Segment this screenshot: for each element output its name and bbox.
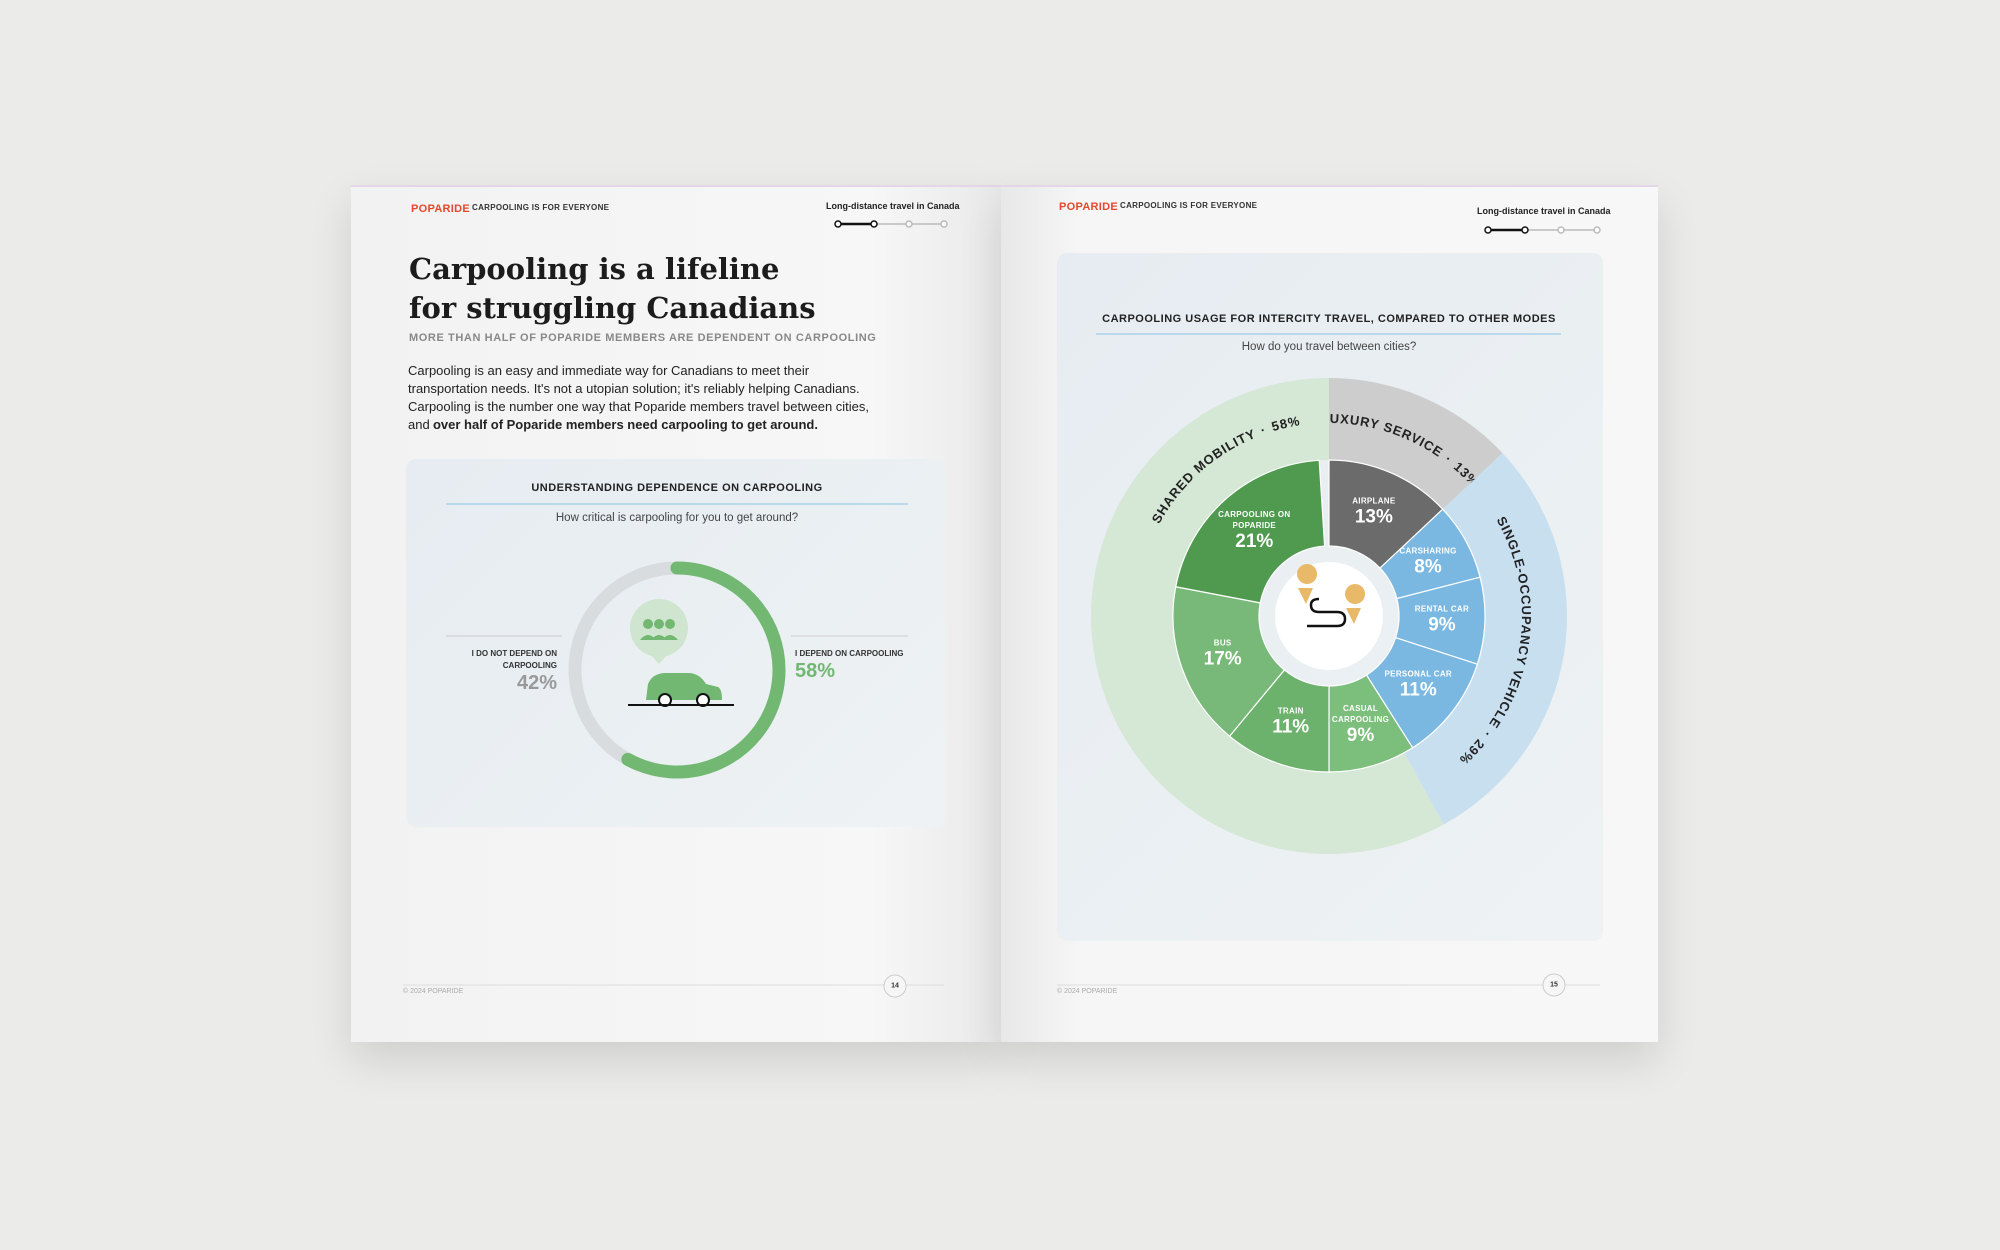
chapter: Long-distance travel in Canada — [1477, 206, 1611, 216]
title: Carpooling is a lifeline for struggling … — [409, 250, 816, 328]
chart-subtitle: How critical is carpooling for you to ge… — [555, 512, 799, 524]
segment-name: CARPOOLING ON POPARIDE — [1218, 510, 1291, 531]
segment-name: RENTAL CAR — [1414, 604, 1470, 614]
title-line: for struggling Canadians — [409, 291, 816, 325]
body-bold: over half of Poparide members need carpo… — [432, 417, 818, 432]
footer: © 2024 POPARIDE — [403, 988, 464, 995]
segment-value: 9% — [1346, 724, 1375, 746]
outer-segment — [1404, 453, 1568, 825]
progress-right — [1484, 226, 1601, 234]
outer-segment — [1091, 378, 1444, 854]
segment-label: AIRPLANE 13% — [1331, 496, 1417, 529]
segment-name: CARSHARING — [1399, 546, 1457, 556]
segment-value: 21% — [1235, 531, 1274, 553]
section: CARPOOLING IS FOR EVERYONE — [1120, 201, 1258, 210]
segment-value: 13% — [1354, 506, 1393, 528]
chart-title: UNDERSTANDING DEPENDENCE ON CARPOOLING — [531, 482, 823, 494]
donut-segment — [568, 561, 684, 766]
segment-name: CASUAL CARPOOLING — [1331, 703, 1390, 724]
category: I DO NOT DEPEND ON CARPOOLING — [471, 649, 557, 670]
page-number: 15 — [1550, 981, 1558, 989]
body: Carpooling is an easy and immediate way … — [408, 362, 878, 434]
page-badge — [883, 974, 907, 998]
segment-value: 11% — [1272, 716, 1310, 738]
section: CARPOOLING IS FOR EVERYONE — [472, 203, 610, 212]
pin — [1297, 564, 1318, 604]
segment-value: 8% — [1414, 556, 1442, 578]
chart-title: CARPOOLING USAGE FOR INTERCITY TRAVEL, C… — [1102, 313, 1556, 325]
page-number: 14 — [891, 982, 899, 990]
segment-value: 9% — [1428, 614, 1456, 636]
segment-name: AIRPLANE — [1352, 496, 1396, 506]
chapter: Long-distance travel in Canada — [826, 201, 960, 211]
brand: POPARIDE — [411, 203, 471, 215]
segment-name: BUS — [1213, 638, 1232, 648]
footer: © 2024 POPARIDE — [1057, 988, 1118, 995]
donut-label: I DO NOT DEPEND ON CARPOOLING 42% — [447, 648, 557, 695]
segment-value: 11% — [1399, 679, 1437, 701]
category: I DEPEND ON CARPOOLING — [795, 649, 904, 658]
segment-name: PERSONAL CAR — [1384, 669, 1453, 679]
subtitle: MORE THAN HALF OF POPARIDE MEMBERS ARE D… — [409, 332, 877, 344]
pin — [1345, 584, 1366, 624]
route-icon — [1307, 597, 1347, 628]
segment-label: CASUAL CARPOOLING 9% — [1318, 703, 1404, 747]
segment-label: RENTAL CAR 9% — [1399, 603, 1485, 636]
segment-label: PERSONAL CAR 11% — [1375, 669, 1461, 702]
donut-label: I DEPEND ON CARPOOLING 58% — [795, 648, 905, 683]
progress-left — [834, 220, 948, 228]
segment-label: CARSHARING 8% — [1385, 545, 1471, 578]
separator: · — [1259, 422, 1269, 438]
inner-segment — [1175, 459, 1326, 604]
title-line: Carpooling is a lifeline — [409, 252, 780, 286]
body-text: Carpooling is an easy and immediate way … — [408, 363, 870, 432]
value-label: 58% — [795, 660, 836, 682]
group-value: 58% — [1270, 414, 1302, 435]
brand: POPARIDE — [1059, 201, 1119, 213]
segment-name: TRAIN — [1277, 706, 1304, 716]
segment-label: BUS 17% — [1180, 638, 1266, 671]
car-icon — [628, 599, 734, 707]
value-label: 42% — [516, 672, 557, 694]
segment-label: CARPOOLING ON POPARIDE 21% — [1211, 509, 1297, 553]
segment-label: TRAIN 11% — [1248, 706, 1334, 739]
outer-segment — [1329, 378, 1503, 510]
page-badge — [1542, 973, 1566, 997]
inner-segment — [1172, 586, 1286, 738]
center-disc — [1275, 562, 1383, 670]
donut-segment — [621, 561, 786, 779]
segment-value: 17% — [1203, 648, 1242, 670]
chart-subtitle: How do you travel between cities? — [1241, 341, 1417, 353]
